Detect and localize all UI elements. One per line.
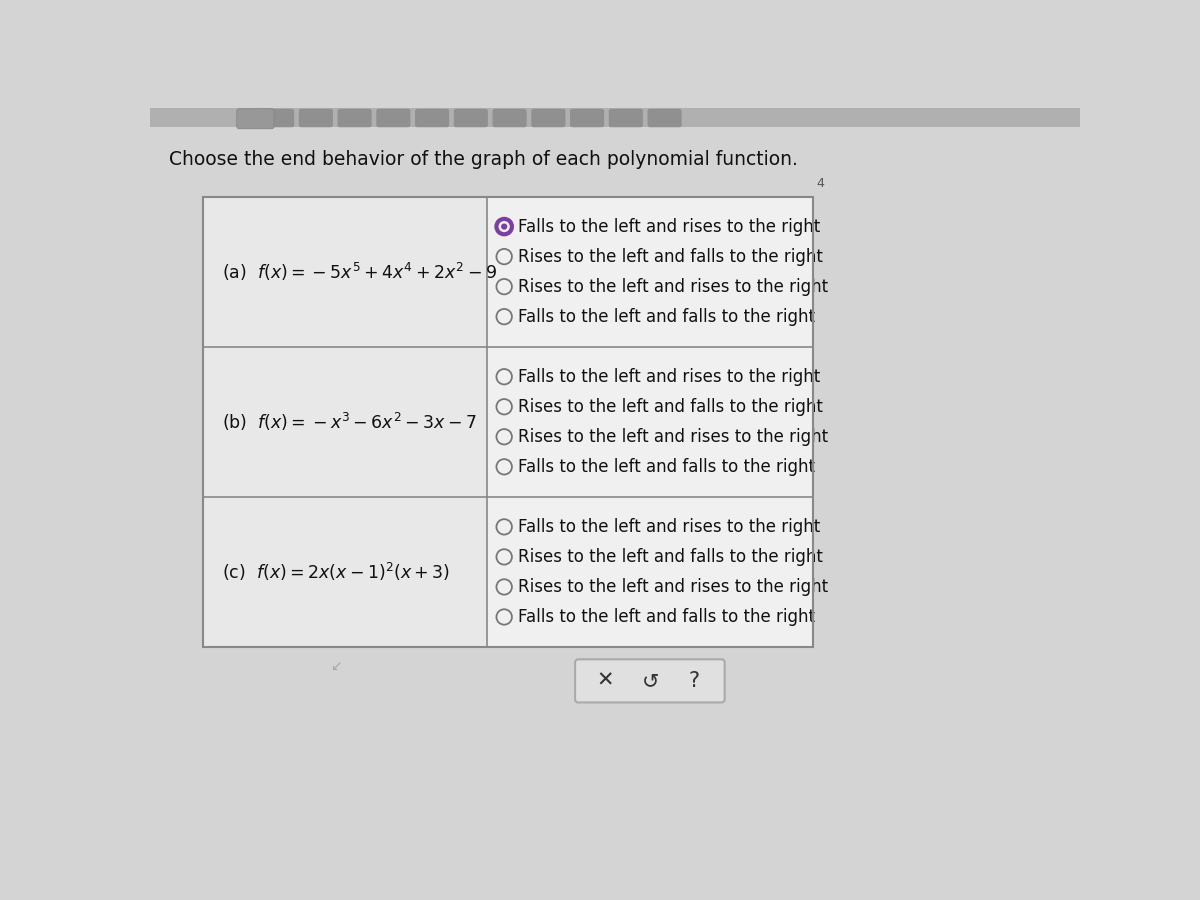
FancyBboxPatch shape [337, 109, 372, 127]
FancyBboxPatch shape [492, 109, 527, 127]
Text: Rises to the left and rises to the right: Rises to the left and rises to the right [518, 578, 828, 596]
Text: Falls to the left and falls to the right: Falls to the left and falls to the right [518, 308, 815, 326]
FancyBboxPatch shape [260, 109, 294, 127]
Bar [203, 196, 812, 647]
FancyBboxPatch shape [532, 109, 565, 127]
Text: (c)  $f(x) = 2x(x-1)^{2}(x+3)$: (c) $f(x) = 2x(x-1)^{2}(x+3)$ [222, 561, 450, 583]
Text: Rises to the left and rises to the right: Rises to the left and rises to the right [518, 428, 828, 446]
Bar [203, 346, 487, 497]
Bar [203, 196, 487, 346]
Bar [487, 346, 812, 497]
Text: ↺: ↺ [642, 670, 659, 691]
Circle shape [502, 223, 508, 230]
Text: (a)  $f(x) = -5x^{5} + 4x^{4} + 2x^{2} - 9$: (a) $f(x) = -5x^{5} + 4x^{4} + 2x^{2} - … [222, 261, 497, 283]
Bar [487, 497, 812, 647]
FancyBboxPatch shape [454, 109, 488, 127]
Circle shape [497, 309, 512, 324]
Text: Rises to the left and falls to the right: Rises to the left and falls to the right [518, 548, 823, 566]
Circle shape [497, 519, 512, 535]
Circle shape [497, 219, 512, 234]
Circle shape [497, 369, 512, 384]
Text: ↙: ↙ [330, 659, 342, 673]
Circle shape [497, 580, 512, 595]
Circle shape [497, 429, 512, 445]
Circle shape [497, 609, 512, 625]
Circle shape [497, 549, 512, 564]
Text: 4: 4 [816, 177, 824, 191]
FancyBboxPatch shape [575, 660, 725, 702]
FancyBboxPatch shape [236, 109, 274, 129]
Text: Rises to the left and falls to the right: Rises to the left and falls to the right [518, 398, 823, 416]
Text: Falls to the left and rises to the right: Falls to the left and rises to the right [518, 368, 821, 386]
FancyBboxPatch shape [377, 109, 410, 127]
Circle shape [497, 459, 512, 474]
Bar [150, 108, 1080, 127]
Bar [203, 497, 487, 647]
Circle shape [497, 399, 512, 415]
FancyBboxPatch shape [415, 109, 449, 127]
Text: Rises to the left and falls to the right: Rises to the left and falls to the right [518, 248, 823, 266]
Bar [487, 196, 812, 346]
FancyBboxPatch shape [608, 109, 643, 127]
Text: Falls to the left and rises to the right: Falls to the left and rises to the right [518, 518, 821, 536]
Text: ?: ? [689, 670, 700, 691]
FancyBboxPatch shape [299, 109, 332, 127]
FancyBboxPatch shape [648, 109, 682, 127]
Text: Falls to the left and falls to the right: Falls to the left and falls to the right [518, 458, 815, 476]
Text: Falls to the left and falls to the right: Falls to the left and falls to the right [518, 608, 815, 626]
Circle shape [497, 249, 512, 265]
Text: (b)  $f(x) = -x^{3} - 6x^{2} - 3x - 7$: (b) $f(x) = -x^{3} - 6x^{2} - 3x - 7$ [222, 410, 476, 433]
Circle shape [497, 279, 512, 294]
Text: Choose the end behavior of the graph of each polynomial function.: Choose the end behavior of the graph of … [169, 150, 798, 169]
Text: Rises to the left and rises to the right: Rises to the left and rises to the right [518, 277, 828, 295]
Text: Falls to the left and rises to the right: Falls to the left and rises to the right [518, 218, 821, 236]
Text: ✕: ✕ [596, 670, 614, 691]
FancyBboxPatch shape [570, 109, 604, 127]
